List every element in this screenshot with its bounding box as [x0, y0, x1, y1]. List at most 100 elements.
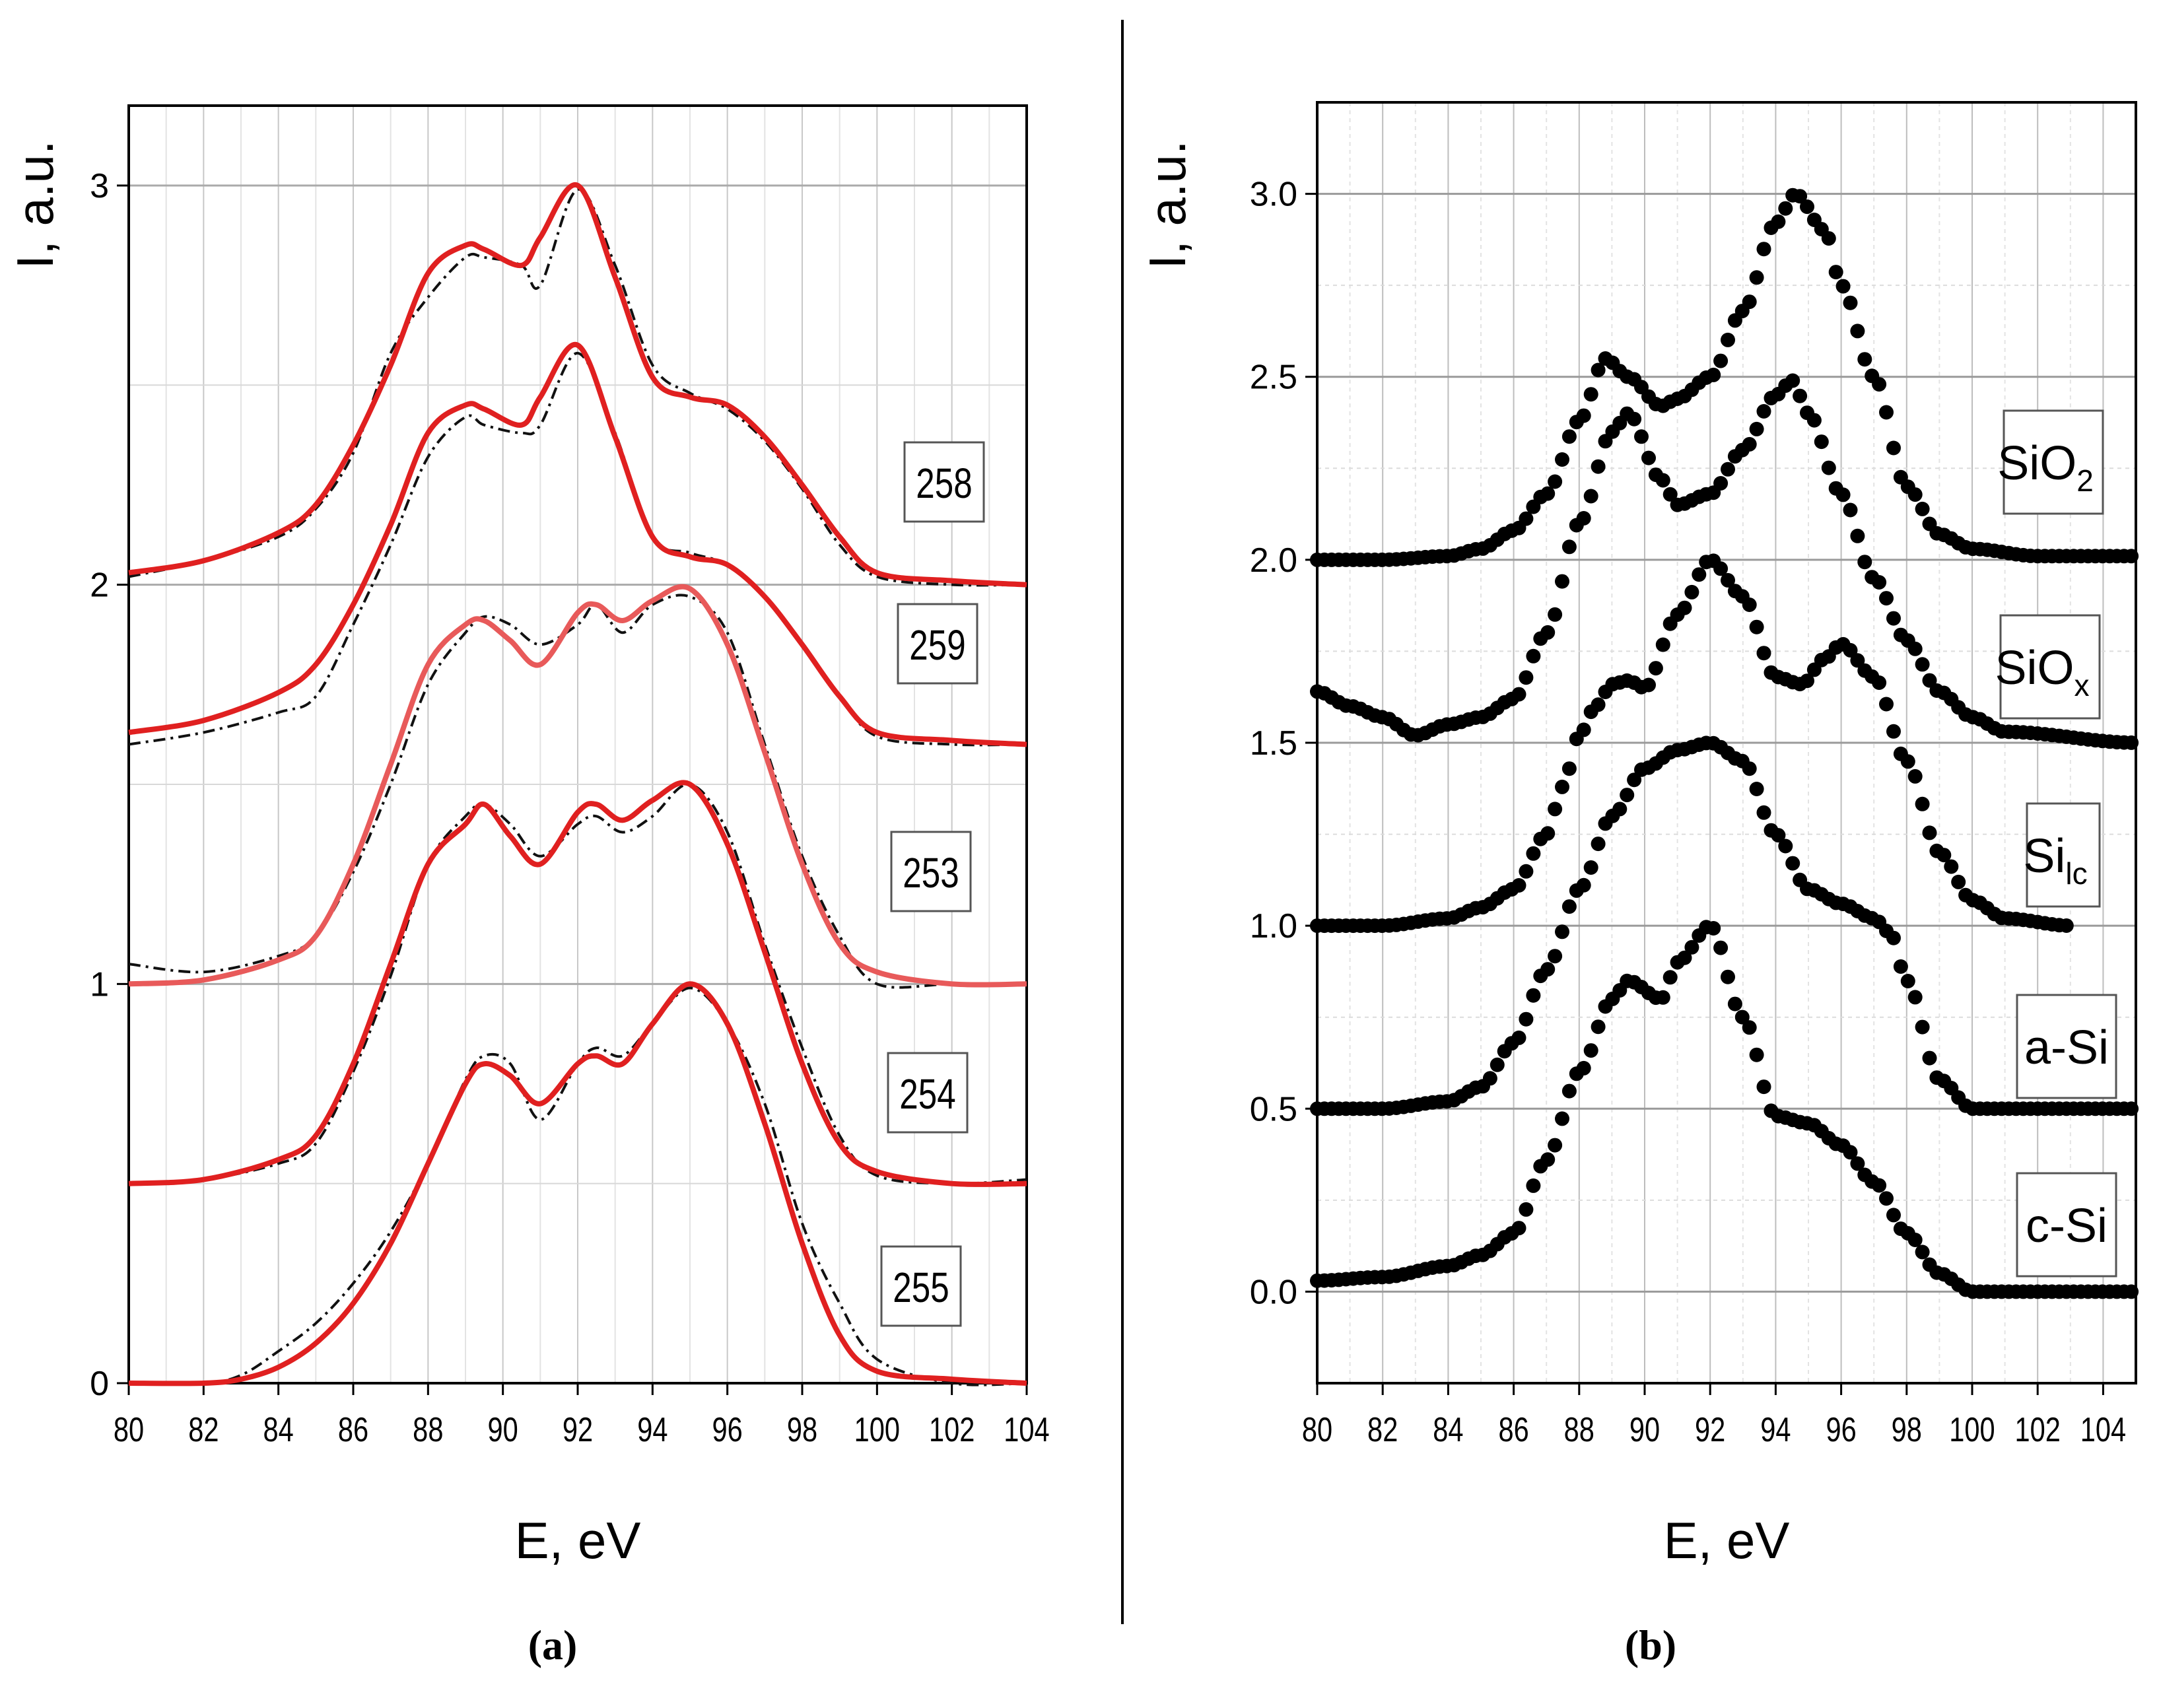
data-point [1857, 352, 1872, 367]
data-point [1756, 1079, 1771, 1095]
legend-label-c-Si: c-Si [2026, 1200, 2108, 1252]
x-tick-label: 102 [2014, 1410, 2060, 1449]
legend-subscript: 2 [2076, 463, 2094, 498]
data-point [1915, 1245, 1930, 1260]
data-point [1519, 1011, 1534, 1027]
data-point [1583, 387, 1598, 402]
data-point [1511, 878, 1526, 893]
panel-a-chart: 80 82 84 86 88 90 92 94 96 98 100 102 104 0 1 2 3 E, eV I,… [6, 104, 1050, 1569]
y-tick-label: 2 [90, 566, 109, 605]
data-point [1872, 377, 1887, 392]
x-tick-label: 100 [1949, 1410, 1995, 1449]
legend-box-258 [903, 441, 985, 523]
data-point [1800, 199, 1814, 215]
y-axis-label: I, a.u. [6, 140, 64, 269]
legend-box-SiO2 [2003, 409, 2104, 515]
y-tick-label: 1.5 [1250, 724, 1297, 763]
data-point [1526, 1178, 1541, 1193]
data-point [1591, 697, 1606, 712]
data-point [1555, 574, 1569, 589]
data-point [1850, 528, 1865, 543]
data-point [1742, 761, 1757, 776]
data-point [1857, 555, 1872, 570]
data-point [1526, 846, 1541, 861]
y-tick-label: 3.0 [1250, 176, 1297, 214]
data-point [1511, 687, 1526, 702]
data-point [1583, 1043, 1598, 1058]
data-point [1490, 1057, 1505, 1072]
y-tick-label: 1 [90, 965, 109, 1004]
x-tick-label: 104 [1004, 1410, 1049, 1449]
data-point [1555, 779, 1569, 794]
data-point [1641, 677, 1656, 693]
data-point [1692, 567, 1707, 582]
data-point [1951, 874, 1966, 889]
data-point [1627, 411, 1642, 427]
x-tick-label: 90 [488, 1410, 518, 1449]
data-point [1907, 641, 1923, 656]
data-point [1583, 860, 1598, 875]
data-point [1821, 460, 1836, 475]
data-point [1835, 487, 1851, 502]
series-253-fit [128, 584, 1027, 988]
y-tick-label: 1.0 [1250, 907, 1297, 945]
data-point [1706, 367, 1721, 382]
data-point [1655, 473, 1670, 488]
x-tick-label: 100 [854, 1410, 900, 1449]
series-258-experimental [128, 188, 1027, 587]
legend-label-259: 259 [909, 623, 965, 669]
x-tick-label: 94 [637, 1410, 668, 1449]
x-tick-label: 98 [1892, 1410, 1922, 1449]
data-point [1872, 1178, 1887, 1193]
x-tick-label: 88 [413, 1410, 443, 1449]
data-point [2124, 1284, 2139, 1299]
x-tick-label: 80 [1302, 1410, 1332, 1449]
data-point [1576, 722, 1591, 737]
data-point [1540, 826, 1556, 841]
data-point [1800, 673, 1814, 689]
data-point [1583, 489, 1598, 504]
data-point [1756, 805, 1771, 820]
data-point [1886, 1208, 1901, 1223]
data-point [1561, 1083, 1577, 1099]
legend-box-253 [890, 831, 972, 912]
data-point [1519, 864, 1534, 879]
data-point [1785, 856, 1800, 871]
legend-box-a-Si [2016, 994, 2117, 1099]
data-point [1734, 1009, 1750, 1025]
data-point [1555, 924, 1569, 939]
data-point [1591, 362, 1606, 378]
data-point [1555, 452, 1569, 467]
data-point [1526, 988, 1541, 1003]
data-point [1684, 939, 1699, 955]
series-259-fit [128, 341, 1027, 747]
data-point [1519, 670, 1534, 685]
data-point [1662, 487, 1678, 502]
caption-b: (b) [1624, 1622, 1677, 1668]
data-point [1749, 421, 1764, 436]
data-point [2124, 1101, 2139, 1116]
x-tick-label: 92 [1695, 1410, 1725, 1449]
data-point [1843, 295, 1858, 310]
data-point [1922, 673, 1937, 688]
x-tick-label: 80 [114, 1410, 144, 1449]
x-tick-label: 86 [1498, 1410, 1528, 1449]
data-point [1655, 990, 1670, 1005]
data-point [1886, 440, 1901, 456]
data-point [1591, 459, 1606, 474]
data-point [1872, 575, 1887, 590]
series-254-experimental [128, 782, 1027, 1185]
data-point [1576, 1060, 1591, 1076]
data-point [1482, 1071, 1497, 1086]
data-point [1561, 539, 1577, 555]
data-point [1785, 373, 1800, 388]
data-point [1677, 950, 1692, 965]
data-point [1713, 476, 1729, 491]
data-point [1576, 408, 1591, 423]
legend-label-254: 254 [899, 1072, 955, 1118]
data-point [1648, 661, 1663, 676]
x-tick-label: 86 [338, 1410, 368, 1449]
y-tick-label: 2.0 [1250, 541, 1297, 580]
x-tick-label: 102 [929, 1410, 975, 1449]
